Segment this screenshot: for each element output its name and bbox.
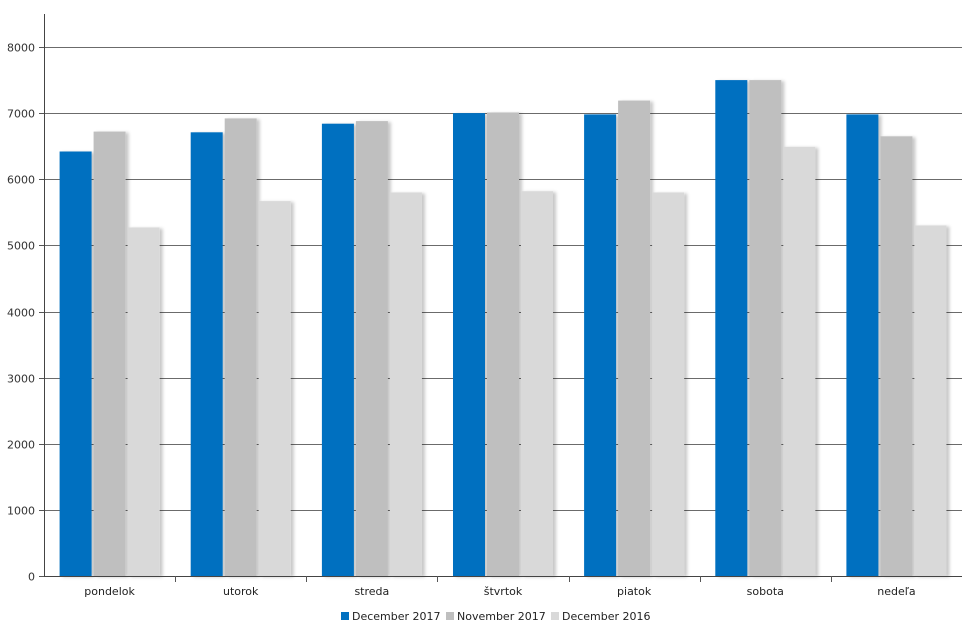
y-tick-label: 4000 [7,307,35,320]
x-category-label: nedeľa [877,585,915,598]
y-tick-label: 8000 [7,42,35,55]
legend-label: December 2017 [352,610,441,623]
bar [521,191,553,576]
y-axis-ticks: 0 1000 2000 3000 4000 5000 6000 7000 8000 [7,42,44,584]
x-category-label: utorok [223,585,259,598]
bar [224,118,257,577]
x-category-label: pondelok [84,585,135,598]
y-tick-label: 3000 [7,373,35,386]
y-tick-label: 6000 [7,174,35,187]
bar [584,114,617,577]
bar [355,121,388,576]
bar [652,192,685,576]
x-category-label: štvrtok [484,585,523,598]
y-tick-label: 1000 [7,505,35,518]
y-tick-label: 0 [28,571,35,584]
legend-swatch [341,612,349,620]
x-axis-categories: pondelok utorok streda štvrtok piatok sobota n… [84,585,915,598]
axes [44,14,962,582]
bar [321,123,354,576]
x-category-label: piatok [617,585,652,598]
legend: December 2017 November 2017 December 2016 [341,610,651,623]
legend-label: November 2017 [457,610,546,623]
bar [715,80,748,576]
bar [127,227,160,576]
bar [59,151,92,576]
legend-swatch [446,612,454,620]
bar [749,80,782,576]
x-category-label: sobota [747,585,784,598]
bar [389,192,422,576]
bar [914,225,947,576]
bar [93,131,126,576]
bar [880,136,913,577]
legend-swatch [551,612,559,620]
bar [783,146,816,577]
bar [190,132,223,577]
bar [453,113,485,576]
bars [59,80,947,577]
bar [846,114,879,577]
legend-label: December 2016 [562,610,651,623]
bar [258,201,291,576]
y-tick-label: 5000 [7,240,35,253]
bar [618,100,651,576]
y-tick-label: 7000 [7,108,35,121]
bar [487,112,519,576]
y-tick-label: 2000 [7,439,35,452]
x-category-label: streda [354,585,389,598]
